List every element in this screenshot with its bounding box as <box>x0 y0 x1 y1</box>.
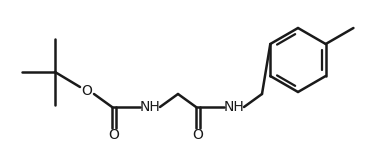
Text: NH: NH <box>140 100 161 114</box>
Text: O: O <box>82 84 92 98</box>
Text: O: O <box>109 128 119 142</box>
Text: O: O <box>192 128 203 142</box>
Text: NH: NH <box>224 100 244 114</box>
